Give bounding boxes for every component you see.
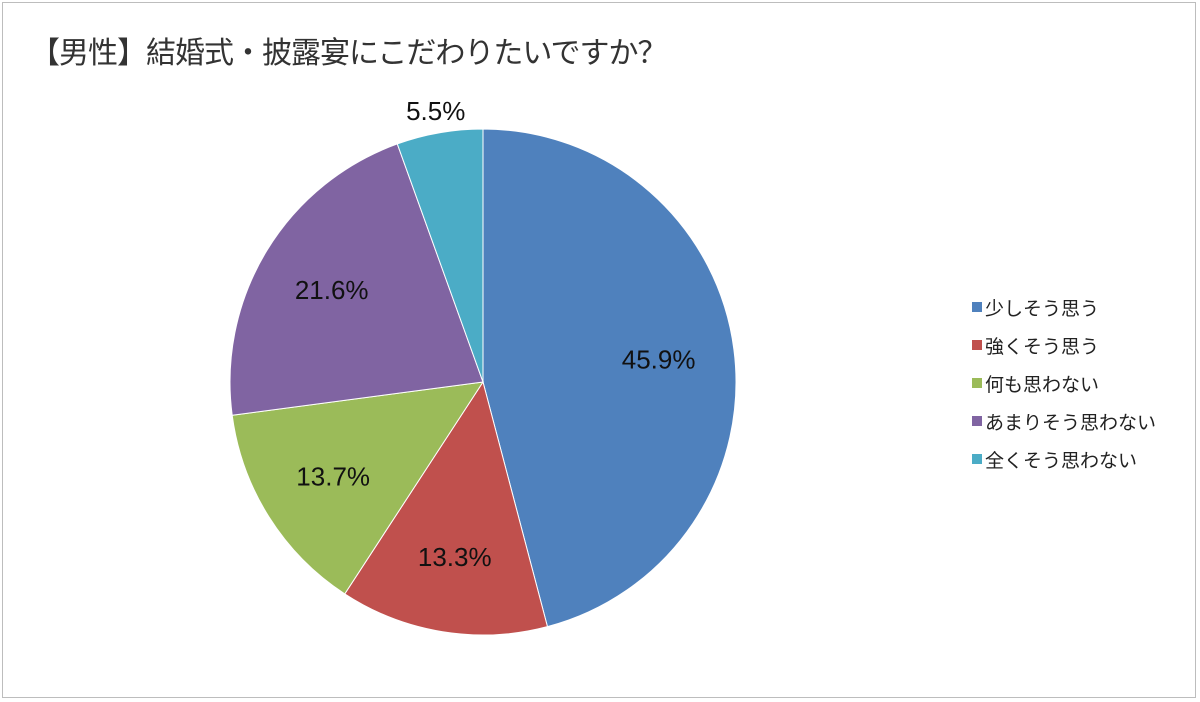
legend-label: 強くそう思う [985,336,1100,358]
legend-item: 全くそう思わない [972,440,1156,478]
legend-swatch [972,378,982,388]
legend-label: 何も思わない [985,374,1100,396]
pie-slice [231,381,485,595]
pie-slice [344,380,549,636]
data-label: 13.7% [296,461,370,491]
legend: 少しそう思う 強くそう思う 何も思わないあまりそう思わない 全くそう思わない [972,288,1156,478]
legend-item: 少しそう思う [972,288,1156,326]
data-label: 13.3% [418,542,492,572]
data-label: 21.6% [295,275,369,305]
legend-item: 強くそう思う [972,326,1156,364]
legend-swatch [972,416,982,426]
pie-slice [396,128,484,383]
legend-label: あまりそう思わない [985,412,1157,434]
chart-title: 【男性】結婚式・披露宴にこだわりたいですか？ [30,37,667,70]
legend-label: 少しそう思う [985,298,1100,320]
pie-slice [229,143,484,416]
legend-item: あまりそう思わない [972,402,1156,440]
data-label: 45.9% [622,344,696,374]
data-label: 5.5% [406,96,465,126]
legend-item: 何も思わない [972,364,1156,402]
legend-swatch [972,340,982,350]
legend-label: 全くそう思わない [985,450,1138,472]
legend-swatch [972,302,982,312]
legend-swatch [972,454,982,464]
pie-slice [482,128,737,628]
